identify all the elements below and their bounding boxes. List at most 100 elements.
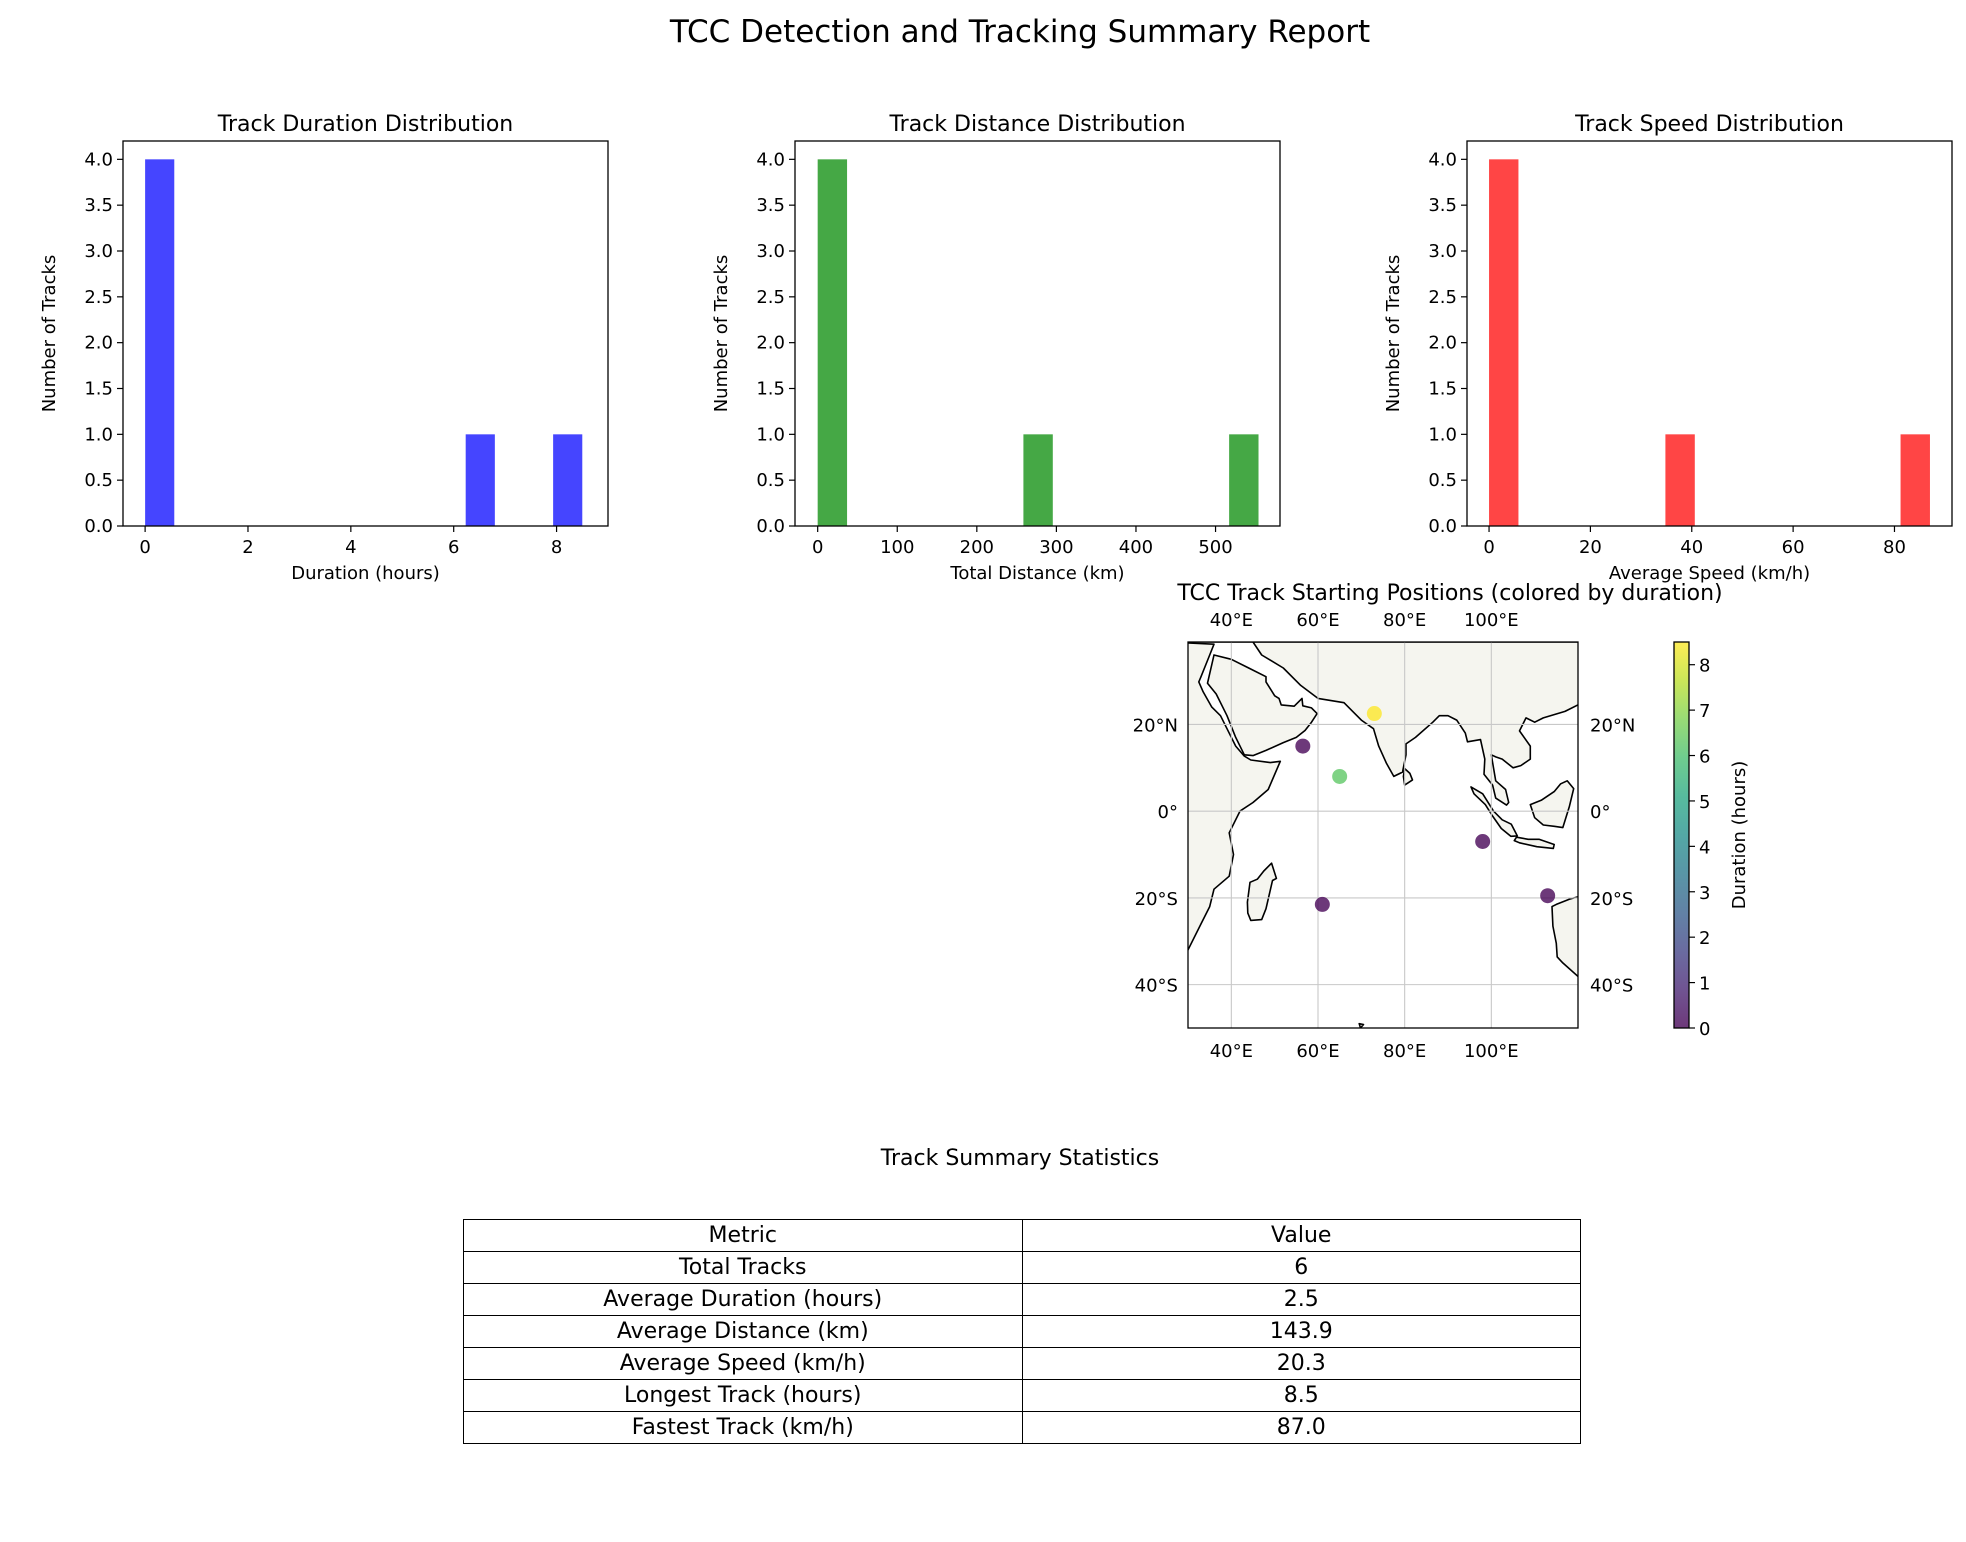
longitude-label-bottom: 60°E [1296,1041,1339,1062]
y-tick-label: 4.0 [84,149,113,170]
x-tick-label: 200 [960,537,994,558]
axes-frame [122,140,609,527]
colorbar-tick-label: 4 [1699,837,1710,858]
land-arabia [1206,654,1318,757]
table-row: Fastest Track (km/h) 87.0 [463,1411,1581,1444]
y-tick-label: 1.5 [1428,379,1457,400]
x-tick-label: 2 [242,537,253,558]
colorbar-tick-label: 5 [1699,792,1710,813]
land-australia [1551,896,1578,978]
land-africa [1188,642,1282,951]
land-madagascar [1246,862,1278,922]
y-tick-label: 3.5 [756,195,785,216]
metric-cell: Longest Track (hours) [463,1379,1023,1412]
x-tick-label: 8 [551,537,562,558]
latitude-label-right: 20°S [1590,889,1633,910]
chart-title: Track Distance Distribution [888,112,1185,137]
y-tick-label: 3.0 [756,241,785,262]
axes-frame [1466,140,1953,527]
y-tick-label: 1.0 [1428,424,1457,445]
histogram-bar [1489,159,1519,527]
y-axis-label: Number of Tracks [1383,255,1404,413]
histogram-panel-3: 0 20 40 60 80 0.0 0.5 1.0 1.5 2.0 2.5 3.0 3.5 4.0 Trac… [1383,112,1953,584]
x-tick-label: 80 [1883,537,1906,558]
x-tick-label: 100 [880,537,914,558]
track-start-point [1366,706,1382,722]
x-tick-label: 400 [1119,537,1153,558]
map-title: TCC Track Starting Positions (colored by… [1176,581,1722,606]
y-tick-label: 4.0 [756,149,785,170]
latitude-label-left: 40°S [1135,976,1178,997]
metric-cell: Average Duration (hours) [463,1283,1023,1316]
chart-title: Track Speed Distribution [1574,112,1844,137]
x-axis-label: Duration (hours) [291,563,440,584]
header-metric: Metric [463,1219,1023,1252]
histogram-panel-2: 0 100 200 300 400 500 0.0 0.5 1.0 1.5 2.0 2.5 3.0 3.5… [711,112,1281,584]
x-tick-label: 300 [1039,537,1073,558]
metric-cell: Total Tracks [463,1251,1023,1284]
y-tick-label: 0.0 [84,516,113,537]
land-eurasia [1188,642,1578,806]
y-tick-label: 2.0 [1428,333,1457,354]
latitude-label-right: 20°N [1590,715,1635,736]
y-tick-label: 0.0 [1428,516,1457,537]
track-start-points [1295,706,1556,912]
latitude-label-left: 0° [1158,802,1178,823]
longitude-label-top: 60°E [1296,610,1339,631]
y-tick-label: 2.5 [1428,287,1457,308]
colorbar-tick-label: 3 [1699,883,1710,904]
y-axis-label: Number of Tracks [711,255,732,413]
table-row: Total Tracks 6 [463,1251,1581,1284]
y-tick-label: 0.5 [756,470,785,491]
table-row: Average Duration (hours) 2.5 [463,1283,1581,1316]
longitude-label-bottom: 40°E [1210,1041,1253,1062]
track-start-point [1475,834,1491,850]
y-tick-label: 1.5 [84,379,113,400]
y-tick-label: 3.0 [1428,241,1457,262]
histogram-panels: 0 2 4 6 8 0.0 0.5 1.0 1.5 2.0 2.5 3.0 3.5 4.0 Track Du… [39,112,1953,584]
table-header-row: Metric Value [463,1219,1581,1252]
table-title: Track Summary Statistics [880,1146,1160,1171]
x-tick-label: 0 [1483,537,1494,558]
latitude-label-left: 20°N [1133,715,1178,736]
metric-cell: Average Speed (km/h) [463,1347,1023,1380]
histogram-bar [817,159,848,527]
colorbar-tick-label: 8 [1699,656,1710,677]
latitude-label-right: 0° [1590,802,1610,823]
longitude-label-top: 80°E [1383,610,1426,631]
value-cell: 87.0 [1021,1411,1581,1444]
x-tick-label: 60 [1782,537,1805,558]
histogram-panel-1: 0 2 4 6 8 0.0 0.5 1.0 1.5 2.0 2.5 3.0 3.5 4.0 Track Du… [39,112,609,584]
y-tick-label: 2.5 [756,287,785,308]
y-tick-label: 2.0 [756,333,785,354]
y-tick-label: 0.5 [84,470,113,491]
y-tick-label: 3.0 [84,241,113,262]
x-tick-label: 0 [812,537,823,558]
x-tick-label: 20 [1579,537,1602,558]
colorbar-tick-label: 0 [1699,1019,1710,1040]
x-tick-label: 0 [139,537,150,558]
value-cell: 8.5 [1021,1379,1581,1412]
longitude-label-bottom: 100°E [1464,1041,1519,1062]
land-java [1513,836,1555,850]
y-tick-label: 2.5 [84,287,113,308]
x-tick-label: 500 [1198,537,1232,558]
y-tick-label: 1.5 [756,379,785,400]
value-cell: 6 [1021,1251,1581,1284]
y-tick-label: 4.0 [1428,149,1457,170]
y-tick-label: 1.0 [756,424,785,445]
value-cell: 2.5 [1021,1283,1581,1316]
y-tick-label: 3.5 [1428,195,1457,216]
longitude-label-top: 100°E [1464,610,1519,631]
x-axis-label: Total Distance (km) [949,563,1124,584]
land-kerguelen [1358,1022,1365,1028]
value-cell: 20.3 [1021,1347,1581,1380]
longitude-label-top: 40°E [1210,610,1253,631]
y-tick-label: 3.5 [84,195,113,216]
map-gridlines [1188,642,1578,1028]
y-axis-label: Number of Tracks [39,255,60,413]
y-tick-label: 2.0 [84,333,113,354]
table-row: Average Speed (km/h) 20.3 [463,1347,1581,1380]
land-sri-lanka [1402,767,1414,786]
